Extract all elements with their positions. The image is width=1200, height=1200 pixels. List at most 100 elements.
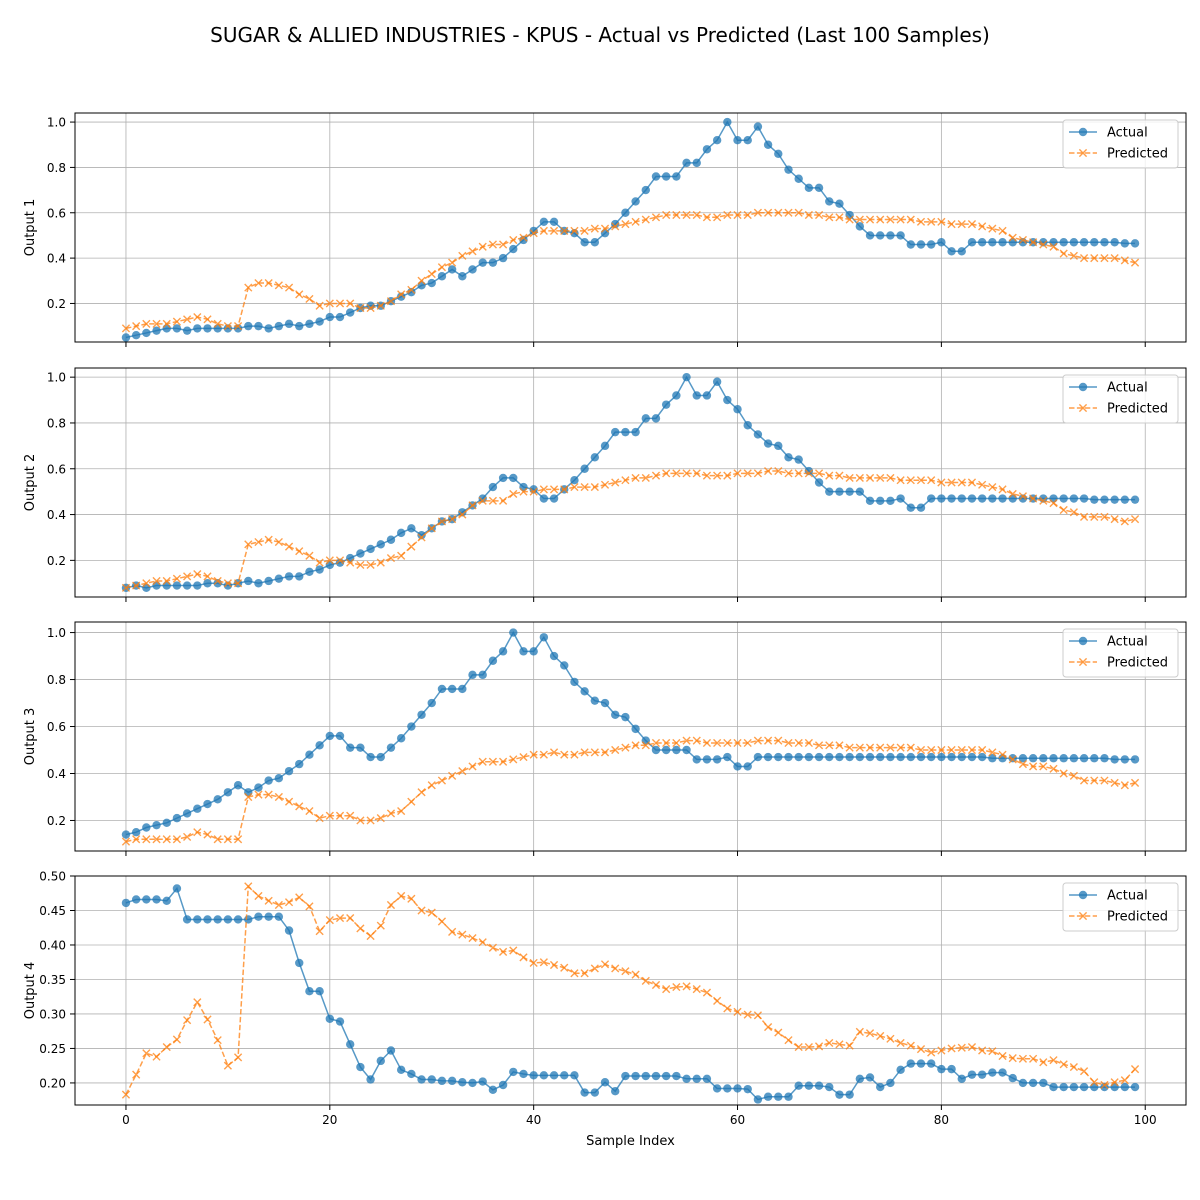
data-point-predicted <box>876 215 885 224</box>
data-point-actual <box>865 1073 875 1082</box>
data-point-actual <box>1120 495 1130 504</box>
data-point-predicted <box>488 240 497 249</box>
data-point-predicted <box>702 213 712 222</box>
data-point-predicted <box>1130 1065 1140 1074</box>
data-point-actual <box>437 1076 447 1086</box>
data-point-predicted <box>733 210 742 220</box>
data-point-predicted <box>580 969 589 978</box>
data-point-actual <box>733 136 742 145</box>
data-point-actual <box>702 755 712 764</box>
data-point-predicted <box>244 540 253 549</box>
data-point-actual <box>712 1084 722 1093</box>
data-point-actual <box>702 1074 712 1083</box>
data-point-actual <box>845 1090 854 1099</box>
data-point-predicted <box>468 762 477 771</box>
y-tick-label: 0.6 <box>47 720 66 734</box>
data-point-predicted <box>193 570 202 579</box>
data-point-actual <box>1130 755 1140 764</box>
data-point-actual <box>172 324 182 333</box>
data-point-actual <box>356 743 365 752</box>
data-point-predicted <box>723 210 732 220</box>
data-point-actual <box>906 240 915 249</box>
data-point-actual <box>346 308 355 317</box>
data-point-predicted <box>132 322 141 331</box>
data-point-actual <box>661 745 671 755</box>
data-point-actual <box>845 752 854 762</box>
data-point-actual <box>182 326 192 335</box>
data-point-predicted <box>539 226 548 235</box>
data-point-predicted <box>692 985 701 994</box>
data-point-actual <box>763 140 773 149</box>
data-point-predicted <box>539 485 548 494</box>
data-point-predicted <box>478 242 487 251</box>
data-point-predicted <box>957 1043 966 1052</box>
data-point-predicted <box>162 576 171 586</box>
x-tick-label: 20 <box>322 1113 337 1127</box>
data-point-predicted <box>448 515 457 524</box>
data-point-actual <box>916 1059 926 1068</box>
data-point-actual <box>376 752 385 762</box>
data-point-predicted <box>967 220 977 229</box>
y-tick-label: 0.4 <box>47 508 66 522</box>
data-point-predicted <box>121 1090 131 1099</box>
data-point-predicted <box>865 743 875 752</box>
data-point-actual <box>203 324 212 333</box>
data-point-predicted <box>1100 1080 1109 1090</box>
data-point-actual <box>865 496 875 506</box>
data-point-predicted <box>427 269 436 279</box>
data-point-actual <box>580 238 589 247</box>
data-point-predicted <box>886 743 895 752</box>
data-point-predicted <box>295 290 304 299</box>
data-point-predicted <box>152 1052 161 1061</box>
data-point-actual <box>1130 495 1140 504</box>
data-point-predicted <box>366 560 375 570</box>
data-point-predicted <box>346 811 355 820</box>
data-point-actual <box>1049 494 1058 503</box>
series-line-predicted <box>125 739 1136 843</box>
data-point-actual <box>539 1071 549 1080</box>
data-point-actual <box>396 528 406 538</box>
data-point-actual <box>142 328 151 338</box>
axes-frame <box>74 621 1187 852</box>
data-point-predicted <box>1110 515 1119 524</box>
data-point-predicted <box>539 958 548 967</box>
data-point-predicted <box>967 1042 977 1052</box>
data-point-actual <box>346 1040 355 1049</box>
data-point-actual <box>244 788 253 797</box>
data-point-actual <box>1110 755 1119 764</box>
data-point-predicted <box>549 226 559 235</box>
data-point-predicted <box>1079 1067 1089 1076</box>
data-point-actual <box>488 656 498 665</box>
data-point-actual <box>600 698 610 708</box>
data-point-actual <box>723 395 732 405</box>
data-point-actual <box>244 321 253 331</box>
data-point-actual <box>509 244 518 254</box>
data-point-actual <box>1100 754 1109 763</box>
data-point-predicted <box>121 324 131 333</box>
y-tick-label: 0.8 <box>47 416 66 430</box>
data-point-predicted <box>437 263 447 272</box>
data-point-predicted <box>376 301 385 310</box>
data-point-predicted <box>927 745 936 755</box>
data-point-predicted <box>631 741 640 750</box>
data-point-actual <box>784 165 793 174</box>
data-point-actual <box>284 766 294 776</box>
data-point-predicted <box>764 736 773 745</box>
data-point-actual <box>621 208 630 217</box>
data-point-actual <box>162 896 171 906</box>
data-point-predicted <box>1059 249 1068 258</box>
y-tick-label: 1.0 <box>47 626 66 640</box>
data-point-actual <box>458 684 467 694</box>
data-point-actual <box>702 391 712 400</box>
data-point-actual <box>182 915 192 924</box>
data-point-predicted <box>346 913 355 923</box>
legend: Actual Predicted <box>1062 119 1179 169</box>
data-point-predicted <box>702 988 712 997</box>
data-point-actual <box>926 494 936 503</box>
data-point-actual <box>1059 238 1068 247</box>
data-point-predicted <box>774 736 783 745</box>
data-point-predicted <box>1120 1076 1129 1085</box>
data-point-actual <box>988 1068 997 1077</box>
data-point-predicted <box>1130 258 1140 267</box>
data-point-predicted <box>305 551 314 560</box>
